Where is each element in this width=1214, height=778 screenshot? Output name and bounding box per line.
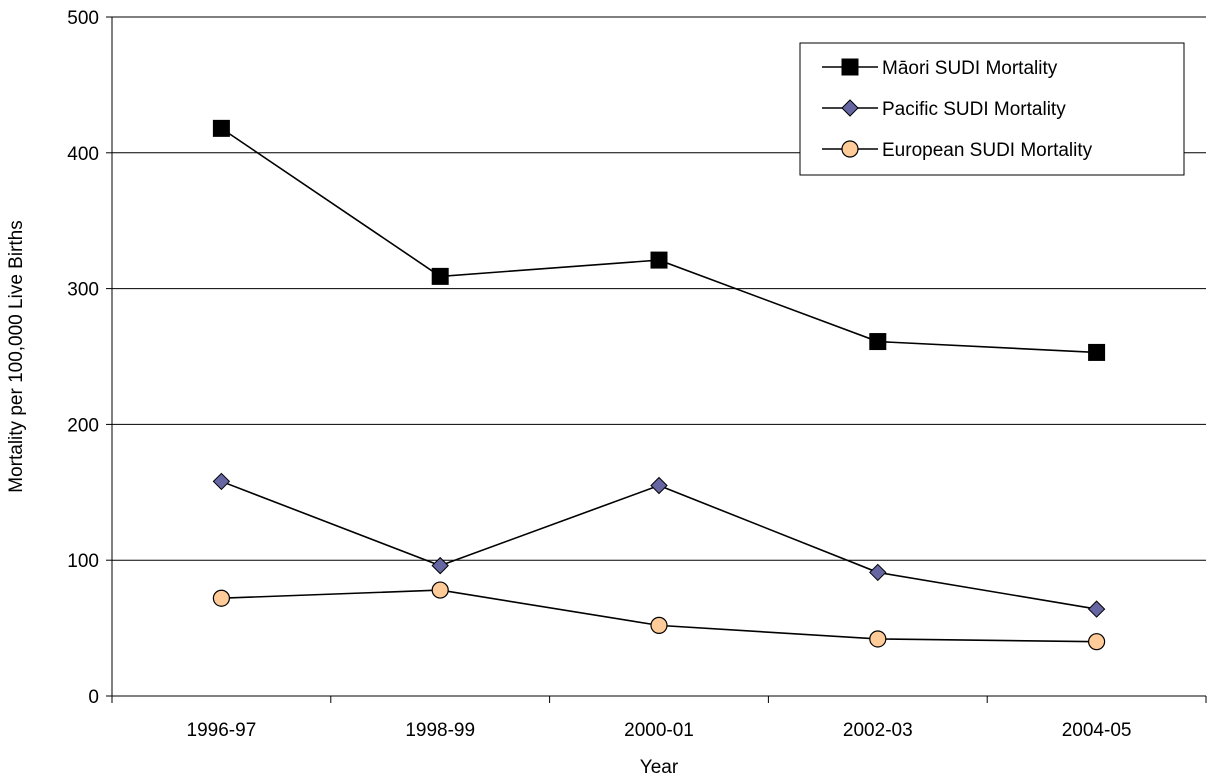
y-tick-label: 500	[67, 8, 99, 29]
legend: Māori SUDI Mortality Pacific SUDI Mortali…	[799, 42, 1185, 176]
y-axis-title: Mortality per 100,000 Live Births	[6, 220, 27, 492]
data-point	[869, 563, 887, 582]
series-0	[212, 119, 1106, 361]
data-point	[869, 630, 887, 648]
x-tick-label: 2002-03	[843, 720, 913, 741]
data-point	[1087, 600, 1106, 618]
y-tick-label: 100	[67, 551, 99, 572]
legend-marker	[841, 140, 859, 158]
x-tick-label: 2000-01	[624, 720, 694, 741]
y-tick-label: 0	[88, 687, 99, 708]
y-tick-label: 300	[67, 280, 99, 301]
data-point	[1088, 343, 1106, 361]
data-point	[212, 119, 230, 137]
data-point	[650, 616, 668, 634]
data-point	[212, 472, 231, 491]
series-1	[212, 472, 1106, 618]
x-axis-title: Year	[640, 757, 679, 778]
legend-label: Māori SUDI Mortality	[882, 58, 1058, 79]
data-point	[431, 581, 449, 599]
axes: 0 100 200 300 400 500 1996-97 1998-99 2000-01 200…	[67, 8, 1207, 741]
y-tick-label: 200	[67, 415, 99, 436]
legend-box	[799, 42, 1185, 176]
x-tick-label: 1996-97	[187, 720, 257, 741]
data-point	[650, 476, 668, 495]
data-point	[431, 556, 449, 575]
data-point	[650, 251, 668, 269]
legend-marker	[841, 58, 859, 76]
data-point	[869, 333, 887, 351]
data-point	[1087, 633, 1106, 651]
data-point	[212, 589, 230, 607]
series-group	[212, 119, 1106, 651]
legend-label: Pacific SUDI Mortality	[882, 99, 1066, 120]
y-tick-label: 400	[67, 144, 99, 165]
legend-marker	[841, 99, 859, 117]
data-point	[431, 267, 449, 285]
series-2	[212, 581, 1106, 651]
x-tick-label: 1998-99	[405, 720, 475, 741]
legend-label: European SUDI Mortality	[882, 140, 1093, 161]
series-line	[221, 480, 1097, 610]
x-tick-label: 2004-05	[1062, 720, 1132, 741]
